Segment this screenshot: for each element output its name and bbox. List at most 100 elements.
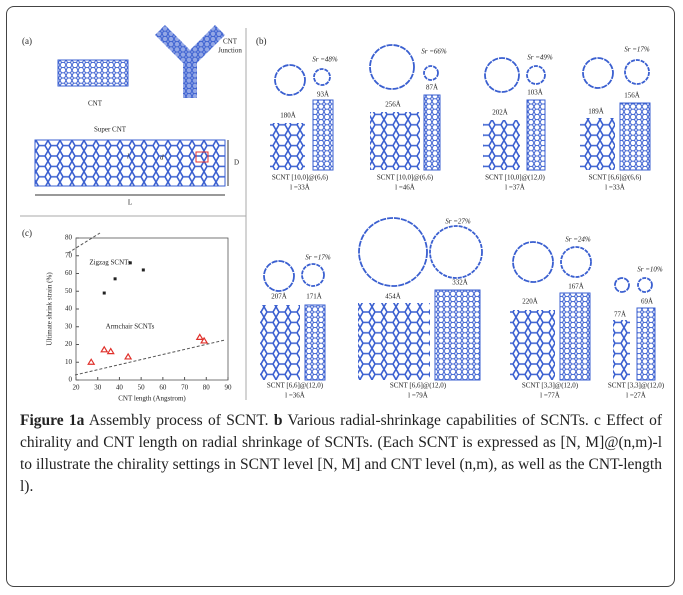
cross-section (638, 278, 652, 292)
scnt-name: SCNT [10,0]@(6,6) (377, 174, 434, 182)
x-tick-label: 90 (225, 384, 233, 392)
panel-label: (a) (22, 36, 32, 46)
width-label: 454Å (385, 293, 401, 301)
scnt-name: SCNT [3,3]@(12,0) (608, 382, 665, 390)
point (125, 354, 131, 359)
caption-label: b (274, 412, 283, 429)
shrink-ratio: Sr =17% (624, 46, 650, 54)
width-label: 167Å (568, 283, 584, 291)
tube (510, 310, 555, 380)
scnt-length: l =37Å (505, 184, 525, 192)
scnt-name: SCNT [10,0]@(6,6) (272, 174, 329, 182)
dim-label: D (234, 159, 239, 167)
panel-label: (b) (256, 36, 267, 46)
caption-label: Figure 1a (20, 412, 84, 429)
tube (435, 290, 480, 380)
series-label: Zigzag SCNTs (89, 259, 131, 267)
cross-section (275, 65, 305, 95)
scnt-name: SCNT [6,6]@(12,0) (390, 382, 447, 390)
fit-line (75, 340, 225, 375)
junction (160, 30, 220, 98)
scnt-length: l =79Å (408, 392, 428, 400)
cross-section (424, 66, 438, 80)
tube (637, 308, 655, 380)
dim-label: L (128, 199, 132, 207)
scnt-length: l =46Å (395, 184, 415, 192)
scnt-length: l =36Å (285, 392, 305, 400)
width-label: 93Å (317, 91, 329, 99)
cnt-tube (58, 60, 128, 86)
cross-section (625, 60, 649, 84)
x-axis-label: CNT length (Angstrom) (118, 395, 186, 403)
shrink-ratio: Sr =48% (312, 56, 338, 64)
point (101, 347, 107, 352)
panel-label: (c) (22, 228, 32, 238)
cross-section (264, 261, 294, 291)
width-label: 202Å (492, 109, 508, 117)
width-label: 171Å (306, 293, 322, 301)
y-tick-label: 80 (65, 234, 73, 242)
cross-section (359, 218, 427, 286)
scnt-name: SCNT [10,0]@(12,0) (485, 174, 545, 182)
scnt-length: l =27Å (626, 392, 646, 400)
width-label: 332Å (452, 279, 468, 287)
cross-section (314, 69, 330, 85)
y-tick-label: 70 (65, 251, 73, 259)
width-label: 156Å (624, 92, 640, 100)
scnt-name: SCNT [3,3]@(12,0) (522, 382, 579, 390)
shrink-ratio: Sr =24% (565, 236, 591, 244)
point (129, 261, 132, 264)
cross-section (527, 66, 545, 84)
tube (424, 95, 440, 170)
x-tick-label: 80 (203, 384, 211, 392)
scnt-name: SCNT [6,6]@(12,0) (267, 382, 324, 390)
y-tick-label: 30 (65, 322, 73, 330)
scnt-length: l =77Å (540, 392, 560, 400)
x-tick-label: 60 (159, 384, 167, 392)
y-tick-label: 0 (69, 376, 73, 384)
y-tick-label: 40 (65, 305, 73, 313)
tube (580, 118, 615, 170)
y-tick-label: 60 (65, 269, 73, 277)
cross-section (513, 242, 553, 282)
caption: Figure 1a Assembly process of SCNT. b Va… (20, 410, 662, 498)
point (108, 349, 114, 354)
width-label: 77Å (614, 311, 626, 319)
tube (305, 305, 325, 380)
fit-line (68, 233, 100, 253)
x-tick-label: 40 (116, 384, 124, 392)
point (88, 359, 94, 364)
y-tick-label: 10 (65, 358, 73, 366)
cross-section (561, 247, 591, 277)
tube (313, 100, 333, 170)
junction-label: Junction (218, 47, 242, 55)
tube (370, 112, 420, 170)
width-label: 103Å (527, 89, 543, 97)
tube (613, 320, 630, 380)
tube (527, 100, 545, 170)
shrink-ratio: Sr =27% (445, 218, 471, 226)
y-axis-label: Ultimate shrink strain (%) (46, 272, 54, 346)
tube (560, 293, 590, 380)
tube (358, 303, 430, 380)
width-label: 69Å (641, 298, 653, 306)
cross-section (485, 58, 519, 92)
cross-section (615, 278, 629, 292)
y-tick-label: 20 (65, 340, 73, 348)
junction-label: CNT (223, 38, 238, 46)
point (197, 334, 203, 339)
width-label: 256Å (385, 101, 401, 109)
point (103, 292, 106, 295)
x-tick-label: 30 (94, 384, 102, 392)
cross-section (430, 226, 482, 278)
x-tick-label: 20 (73, 384, 81, 392)
super-cnt (35, 140, 225, 186)
scnt-length: l =33Å (605, 184, 625, 192)
cross-section (302, 264, 324, 286)
shrink-ratio: Sr =10% (637, 266, 663, 274)
dim-label: l (127, 153, 129, 161)
point (114, 277, 117, 280)
figure: (a) CNT CNT Junction Super CNT D L l d (… (0, 0, 683, 405)
dim-label: d (160, 154, 164, 162)
series-label: Armchair SCNTs (106, 323, 155, 331)
